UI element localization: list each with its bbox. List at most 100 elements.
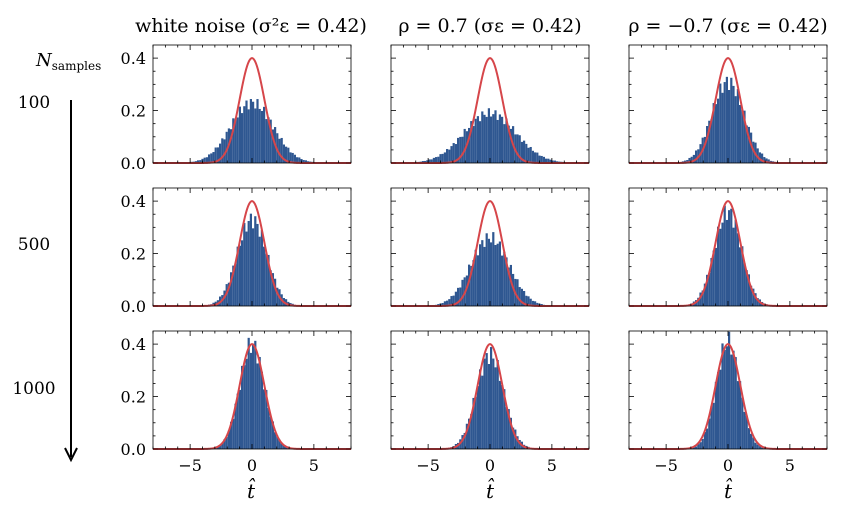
histogram-bar (714, 247, 717, 306)
histogram-bar (734, 96, 737, 163)
histogram-bar (278, 439, 281, 449)
histogram-bar (219, 143, 222, 163)
histogram-bar (212, 152, 215, 163)
histogram-bar (472, 260, 475, 306)
histogram-bar (750, 132, 753, 163)
histogram-bar (730, 77, 733, 163)
histogram-bar (304, 160, 307, 163)
histogram-bar (199, 160, 202, 163)
histogram-bar (267, 254, 270, 306)
histogram-bar (265, 253, 268, 306)
histogram-bar (732, 227, 735, 306)
histogram-bar (450, 146, 453, 163)
histogram-bar (507, 267, 510, 306)
histogram-bar (756, 298, 759, 306)
y-tick-label: 0.2 (121, 388, 146, 407)
histogram-bar (695, 150, 698, 163)
histogram-bar (230, 272, 233, 306)
row-label-100: 100 (18, 93, 50, 113)
samples-header-main: N (35, 50, 53, 71)
histogram-bar (717, 98, 720, 163)
histogram-bar (758, 446, 761, 449)
histogram-bar (736, 89, 739, 163)
histogram-bar (285, 446, 288, 449)
x-axis-label-1: t̂ (247, 477, 256, 503)
y-tick-label: 0.4 (121, 335, 146, 354)
histogram-bar (756, 444, 759, 449)
histogram-bar (529, 298, 532, 306)
histogram-bar (732, 350, 735, 449)
histogram-bar (721, 343, 724, 449)
histogram-bar (461, 136, 464, 163)
panel-1-3: −5 0 5 0.0 0.2 0.4 (121, 330, 352, 475)
histogram-bar (214, 147, 217, 163)
histogram-bar (525, 295, 528, 306)
histogram-bar (739, 247, 742, 306)
histogram-bar (285, 146, 288, 163)
histogram-bar (736, 381, 739, 449)
histogram-bar (260, 110, 263, 163)
histogram-bar (437, 156, 440, 163)
histogram-bar (518, 135, 521, 163)
histogram-bar (501, 385, 504, 449)
histogram-bar (734, 357, 737, 449)
histogram-bar (747, 126, 750, 163)
histogram-bar (540, 155, 543, 163)
histogram-bar (767, 159, 770, 163)
panel-2-2 (390, 187, 590, 307)
histogram-bar (219, 445, 222, 449)
histogram-bar (243, 222, 246, 306)
histogram-bar (692, 447, 695, 449)
histogram-bar (470, 413, 473, 449)
histogram-bar (280, 137, 283, 163)
histogram-bar (743, 411, 746, 449)
y-tick-label: 0.0 (121, 297, 146, 316)
histogram-bar (254, 216, 257, 306)
histogram-bar (260, 371, 263, 449)
histogram-bar (719, 83, 722, 163)
x-tick-label: −5 (654, 456, 678, 475)
histogram-bar (446, 300, 449, 306)
histogram-bar (745, 415, 748, 449)
histogram-bar (476, 255, 479, 306)
histogram-bar (485, 233, 488, 306)
panel-1-2: 0.0 0.2 0.4 (121, 187, 352, 316)
samples-header: Nsamples (35, 50, 101, 73)
histogram-bar (258, 236, 261, 306)
histogram-bar (717, 226, 720, 306)
histogram-bar (750, 285, 753, 306)
histogram-bar (485, 116, 488, 163)
histogram-bar (717, 372, 720, 449)
histogram-bar (243, 106, 246, 163)
histogram-bar (496, 119, 499, 163)
histogram-bar (234, 119, 237, 163)
histogram-bar (739, 381, 742, 449)
histogram-bar (274, 432, 277, 449)
histogram-bar (490, 116, 493, 163)
histogram-bar (505, 118, 508, 163)
histogram-bar (708, 272, 711, 306)
histogram-bar (468, 264, 471, 306)
histogram-bar (276, 435, 279, 449)
histogram-bar (448, 299, 451, 306)
histogram-bar (516, 279, 519, 306)
histogram-bar (441, 303, 444, 306)
histogram-bar (428, 159, 431, 163)
samples-header-sub: samples (52, 59, 101, 73)
histogram-bar (503, 124, 506, 163)
histogram-bar (293, 154, 296, 163)
histogram-bar (454, 291, 457, 306)
histogram-bar (498, 241, 501, 306)
histogram-bar (223, 139, 226, 163)
histogram-bar (765, 158, 768, 163)
histogram-bar (256, 99, 259, 163)
histogram-bar (278, 138, 281, 163)
histogram-bar (710, 258, 713, 306)
histogram-bar (487, 108, 490, 163)
histogram-bar (432, 157, 435, 163)
histogram-bar (452, 295, 455, 306)
histogram-bar (494, 245, 497, 306)
histogram-bar (258, 356, 261, 449)
histogram-bar (269, 119, 272, 163)
